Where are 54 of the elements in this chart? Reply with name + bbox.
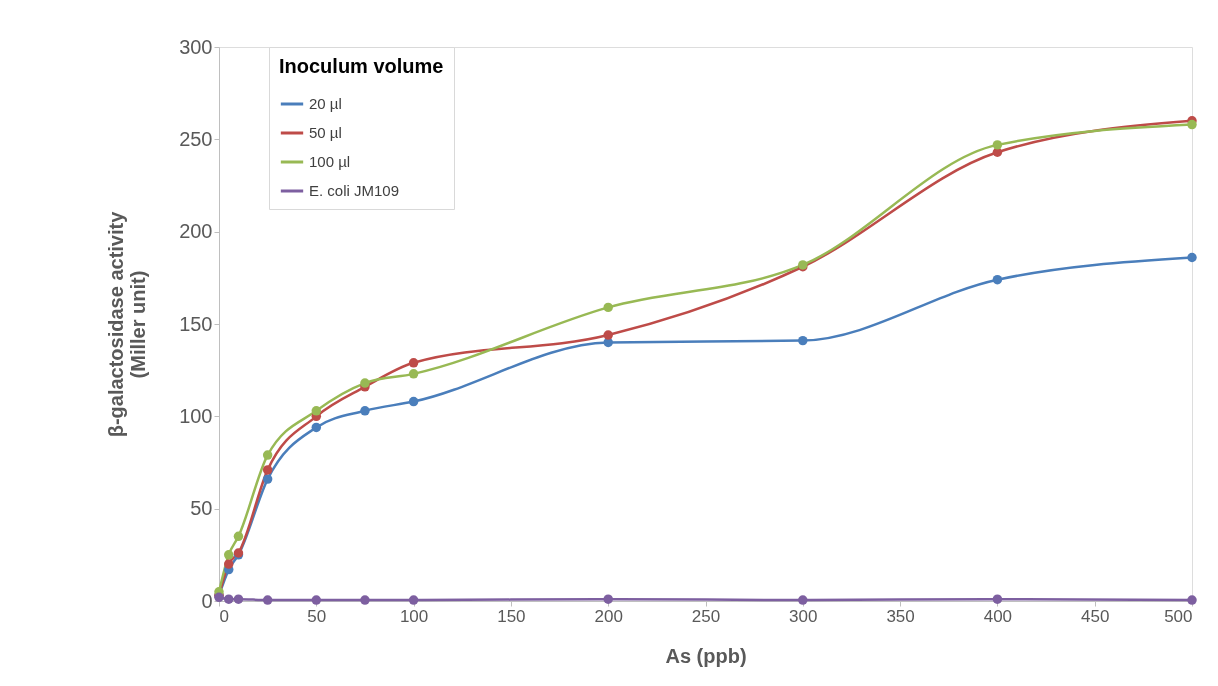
x-tick-label: 450 — [1081, 606, 1110, 626]
x-tick-label: 150 — [497, 606, 526, 626]
point — [992, 140, 1003, 150]
point — [603, 594, 613, 604]
point — [408, 358, 419, 368]
x-tick-label: 200 — [594, 606, 623, 626]
point — [1187, 119, 1197, 130]
y-tick-label: 150 — [179, 312, 213, 335]
point — [223, 550, 234, 560]
x-axis-title: As (ppb) — [665, 644, 747, 667]
legend-title: Inoculum volume — [279, 55, 444, 77]
point — [603, 302, 613, 313]
point — [360, 406, 370, 416]
y-tick-label: 100 — [179, 404, 213, 427]
point — [311, 595, 322, 605]
point — [262, 450, 273, 460]
legend-label: E. coli JM109 — [309, 182, 400, 199]
y-tick-label: 300 — [179, 35, 213, 58]
legend-label: 100 µl — [309, 153, 351, 170]
point — [798, 595, 808, 605]
x-tick-label: 350 — [886, 606, 915, 626]
point — [311, 422, 322, 433]
y-axis-title: β-galactosidase activity (Miller unit) — [105, 210, 150, 438]
point — [262, 595, 273, 605]
point — [408, 595, 419, 605]
x-tick-label: 0 — [219, 606, 229, 626]
point — [408, 396, 419, 407]
y-tick-label: 250 — [179, 127, 213, 150]
x-tick-label: 100 — [399, 606, 429, 626]
y-tick-label: 0 — [201, 589, 213, 612]
x-tick-label: 500 — [1164, 606, 1193, 626]
point — [223, 594, 234, 604]
point — [360, 378, 370, 388]
point — [992, 594, 1003, 604]
y-tick-label: 50 — [190, 497, 213, 520]
x-tick-label: 250 — [691, 606, 721, 626]
point — [1187, 252, 1197, 263]
point — [603, 330, 613, 340]
point — [223, 559, 234, 569]
legend-label: 50 µl — [309, 124, 342, 141]
point — [408, 369, 419, 379]
point — [233, 531, 244, 542]
x-tick-label: 300 — [789, 606, 818, 626]
x-tick-label: 50 — [307, 606, 327, 626]
point — [262, 474, 273, 484]
point — [311, 406, 322, 416]
legend-label: 20 µl — [309, 95, 342, 112]
point — [992, 274, 1003, 285]
point — [262, 465, 273, 475]
point — [360, 595, 370, 605]
x-tick-label: 400 — [983, 606, 1013, 626]
y-tick-label: 200 — [179, 220, 213, 243]
point — [233, 594, 244, 604]
point — [798, 335, 808, 346]
